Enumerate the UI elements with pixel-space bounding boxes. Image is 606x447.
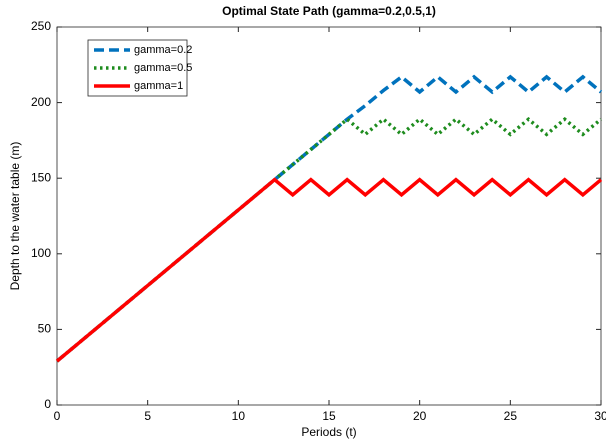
- y-tick-label: 150: [31, 170, 51, 184]
- x-tick-label: 20: [413, 409, 427, 423]
- y-tick-label: 200: [31, 95, 51, 109]
- x-tick-label: 30: [594, 409, 606, 423]
- y-tick-label: 100: [31, 246, 51, 260]
- legend-label: gamma=0.5: [134, 62, 192, 74]
- legend-label: gamma=0.2: [134, 44, 192, 56]
- x-tick-label: 25: [504, 409, 518, 423]
- chart-title: Optimal State Path (gamma=0.2,0.5,1): [222, 4, 436, 18]
- y-axis-label: Depth to the water table (m): [8, 142, 22, 291]
- series-line: [55, 116, 603, 363]
- series-line: [55, 177, 603, 363]
- x-tick-label: 15: [322, 409, 336, 423]
- y-tick-label: 50: [38, 322, 52, 336]
- x-axis-label: Periods (t): [301, 425, 356, 439]
- x-tick-label: 0: [54, 409, 61, 423]
- y-tick-label: 0: [44, 397, 51, 411]
- x-tick-label: 5: [144, 409, 151, 423]
- legend-label: gamma=1: [134, 80, 183, 92]
- y-tick-label: 250: [31, 19, 51, 33]
- x-tick-label: 10: [232, 409, 246, 423]
